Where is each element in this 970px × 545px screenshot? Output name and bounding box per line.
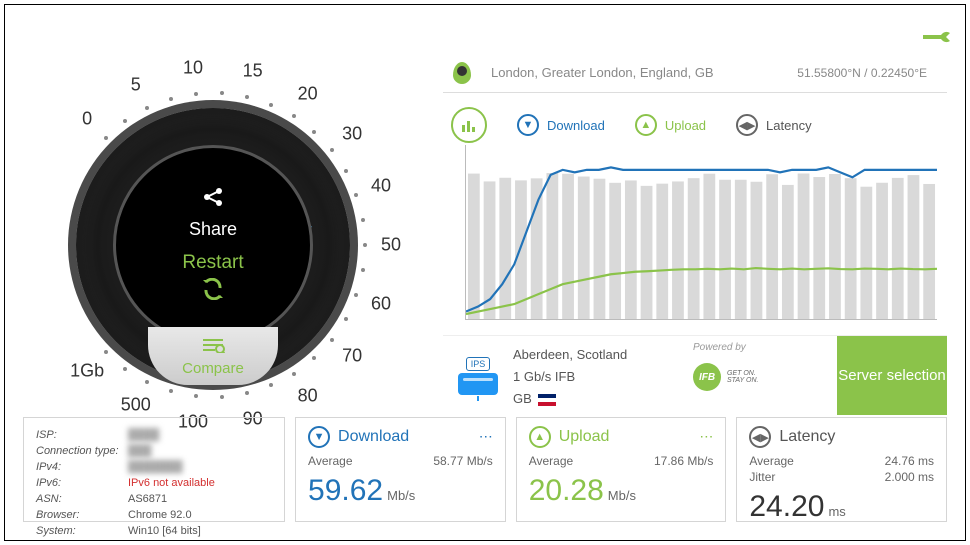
gauge-tick: 15 — [243, 61, 263, 82]
gauge-tick: 1Gb — [70, 360, 104, 381]
upload-icon: ▲ — [529, 426, 551, 448]
compare-button[interactable]: Compare — [148, 327, 278, 385]
gauge-tick: 50 — [381, 235, 401, 256]
restart-button[interactable]: Restart — [182, 252, 243, 274]
location-text: London, Greater London, England, GB — [491, 65, 797, 80]
share-label[interactable]: Share — [189, 219, 237, 240]
location-coords: 51.55800°N / 0.22450°E — [797, 66, 927, 80]
server-icon: IPS — [443, 336, 513, 415]
upload-icon: ▲ — [635, 114, 657, 136]
restart-icon[interactable] — [201, 278, 225, 306]
latency-icon: ◀▶ — [736, 114, 758, 136]
speedometer-gauge: 05101520304050607080901005001GbShareRest… — [23, 55, 423, 455]
server-details: Aberdeen, Scotland 1 Gb/s IFB GB — [513, 336, 687, 415]
powered-by: Powered by IFB GET ON.STAY ON. — [687, 336, 837, 415]
location-bar: London, Greater London, England, GB 51.5… — [443, 53, 947, 93]
location-pin-icon — [453, 62, 471, 84]
share-icon[interactable] — [201, 185, 225, 215]
flag-icon — [538, 394, 556, 406]
download-value: 59.62 — [308, 474, 383, 507]
download-metric: ▼Download ⋯ Average58.77 Mb/s 59.62Mb/s — [295, 417, 506, 522]
gauge-tick: 5 — [131, 74, 141, 95]
gauge-tick: 80 — [298, 385, 318, 406]
legend-latency[interactable]: ◀▶Latency — [736, 114, 812, 136]
server-selection-button[interactable]: Server selection — [837, 336, 947, 415]
gauge-tick: 0 — [82, 109, 92, 130]
gauge-tick: 10 — [183, 58, 203, 79]
chart-type-icon[interactable] — [451, 107, 487, 143]
settings-icon[interactable] — [921, 23, 951, 54]
provider-logo-icon: IFB — [693, 363, 721, 391]
latency-value: 24.20 — [749, 490, 824, 523]
chart-legend: ▼Download ▲Upload ◀▶Latency — [443, 105, 947, 145]
gauge-tick: 20 — [298, 84, 318, 105]
upload-metric: ▲Upload ⋯ Average17.86 Mb/s 20.28Mb/s — [516, 417, 727, 522]
more-icon[interactable]: ⋯ — [699, 428, 713, 445]
download-icon: ▼ — [517, 114, 539, 136]
gauge-tick: 500 — [121, 395, 151, 416]
latency-icon: ◀▶ — [749, 426, 771, 448]
compare-icon — [176, 337, 250, 358]
download-icon: ▼ — [308, 426, 330, 448]
bottom-metrics: ISP:████ Connection type:███ IPv4:██████… — [23, 417, 947, 522]
connection-info-box: ISP:████ Connection type:███ IPv4:██████… — [23, 417, 285, 522]
speed-chart — [465, 145, 937, 320]
gauge-tick: 40 — [371, 176, 391, 197]
gauge-tick: 30 — [342, 124, 362, 145]
gauge-tick: 60 — [371, 293, 391, 314]
gauge-tick: 70 — [342, 345, 362, 366]
server-info-row: IPS Aberdeen, Scotland 1 Gb/s IFB GB Pow… — [443, 335, 947, 415]
latency-metric: ◀▶Latency Average24.76 ms Jitter2.000 ms… — [736, 417, 947, 522]
legend-download[interactable]: ▼Download — [517, 114, 605, 136]
legend-upload[interactable]: ▲Upload — [635, 114, 706, 136]
more-icon[interactable]: ⋯ — [479, 428, 493, 445]
upload-value: 20.28 — [529, 474, 604, 507]
